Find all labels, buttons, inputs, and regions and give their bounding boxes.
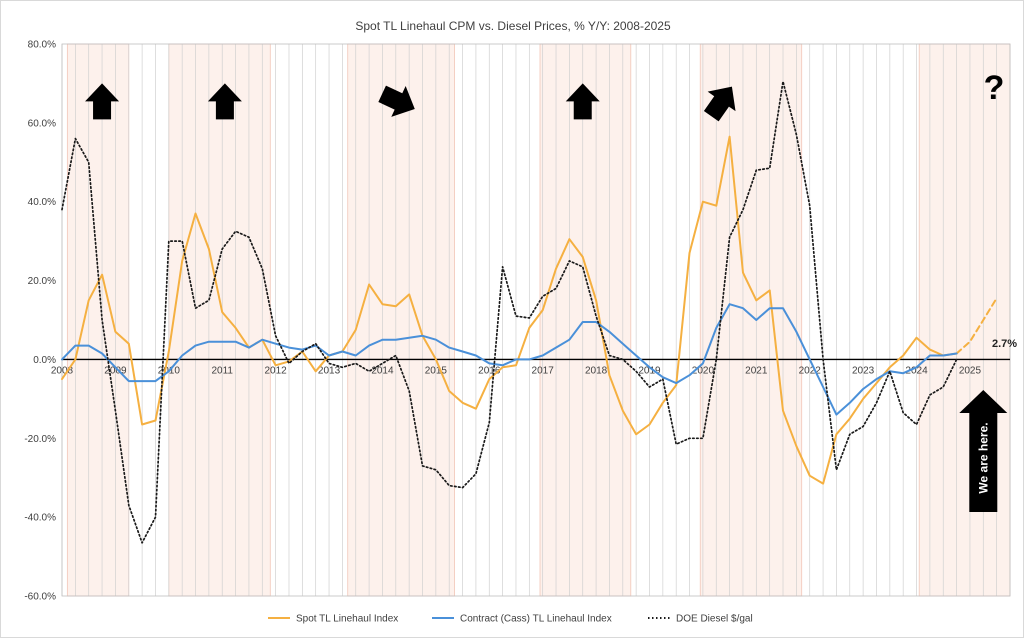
- x-tick-label: 2020: [692, 365, 715, 376]
- shaded-period-0: [66, 43, 130, 597]
- y-tick-label: -40.0%: [24, 513, 56, 524]
- x-tick-label: 2021: [745, 365, 768, 376]
- we-are-here-arrow-icon: [959, 390, 1008, 512]
- up-arrow-icon: [207, 83, 242, 120]
- chart-title: Spot TL Linehaul CPM vs. Diesel Prices, …: [355, 19, 671, 33]
- series-line-1: [955, 297, 998, 355]
- axes: 80.0% 60.0% 40.0% 20.0% 0.0% -20.0% -40.0% -60.…: [24, 40, 1010, 603]
- x-tick-label: 2018: [585, 365, 608, 376]
- plot-area-border: [61, 43, 1011, 597]
- we-are-here-label: We are here.: [976, 422, 990, 493]
- legend-label: Contract (Cass) TL Linehaul Index: [460, 614, 612, 625]
- shaded-period-1: [168, 43, 271, 597]
- series-line-0: [61, 135, 958, 485]
- series-lines: [61, 80, 998, 544]
- x-tick-label: 2014: [371, 365, 394, 376]
- series-line-2: [61, 303, 958, 416]
- x-tick-label: 2025: [959, 365, 982, 376]
- y-tick-label: 60.0%: [28, 118, 56, 129]
- shaded-period-4: [699, 43, 803, 597]
- shaded-period-3: [539, 43, 632, 597]
- value-label: 2.7%: [992, 338, 1017, 350]
- y-tick-label: 40.0%: [28, 197, 56, 208]
- up-arrow-icon: [85, 83, 120, 120]
- up-arrow-icon: [565, 83, 600, 120]
- x-tick-label: 2019: [638, 365, 661, 376]
- y-tick-label: -60.0%: [24, 592, 56, 603]
- x-tick-label: 2024: [905, 365, 928, 376]
- x-tick-label: 2009: [104, 365, 127, 376]
- annotations: ? 2.7% We are here.: [85, 69, 1017, 512]
- x-tick-label: 2022: [799, 365, 822, 376]
- up-arrow-icon: [703, 86, 736, 122]
- up-arrow-icon: [378, 85, 415, 117]
- x-tick-label: 2012: [265, 365, 288, 376]
- x-tick-label: 2016: [478, 365, 501, 376]
- x-tick-label: 2015: [425, 365, 448, 376]
- y-tick-label: 0.0%: [33, 355, 56, 366]
- shaded-period-2: [347, 43, 455, 597]
- x-tick-label: 2023: [852, 365, 875, 376]
- legend-label: DOE Diesel $/gal: [676, 614, 753, 625]
- x-tick-label: 2013: [318, 365, 341, 376]
- y-tick-label: 80.0%: [28, 40, 56, 51]
- x-tick-label: 2011: [211, 365, 233, 376]
- series-line-3: [61, 80, 958, 544]
- x-tick-label: 2008: [51, 365, 74, 376]
- question-mark: ?: [984, 69, 1005, 107]
- legend-label: Spot TL Linehaul Index: [296, 614, 398, 625]
- legend: Spot TL Linehaul Index Contract (Cass) TL…: [268, 614, 753, 625]
- y-tick-label: -20.0%: [24, 434, 56, 445]
- x-tick-label: 2017: [532, 365, 555, 376]
- y-tick-label: 20.0%: [28, 276, 56, 287]
